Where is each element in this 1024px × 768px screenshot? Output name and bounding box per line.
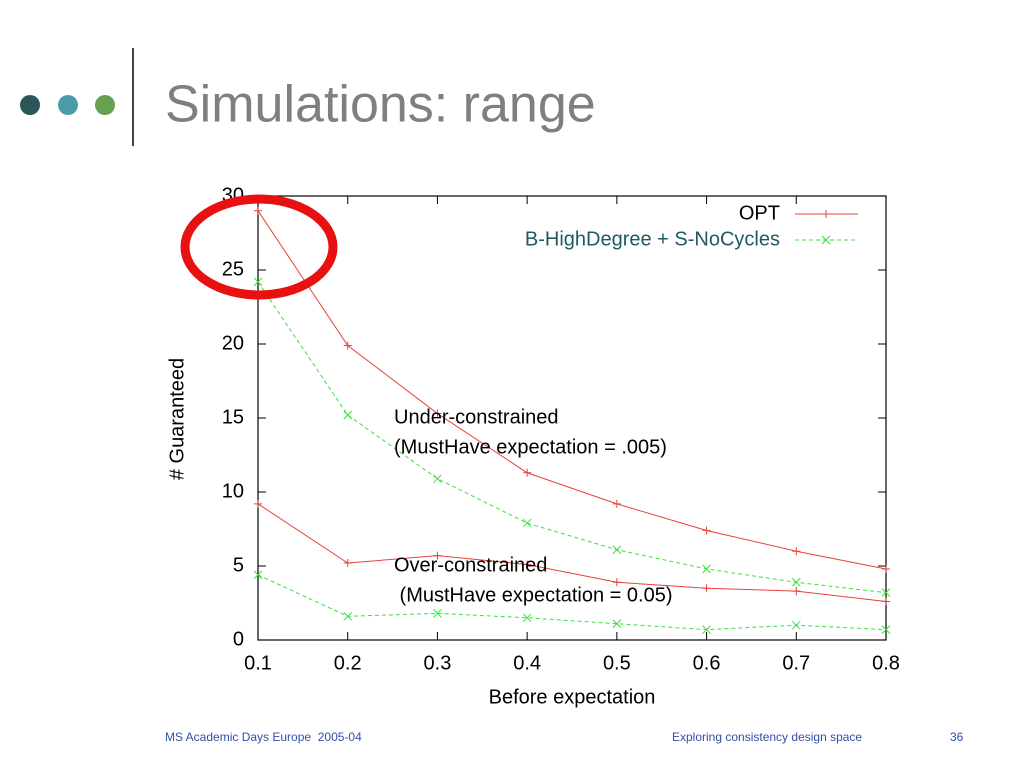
legend-label: B-HighDegree + S-NoCycles <box>525 228 780 250</box>
data-point <box>702 625 711 634</box>
y-tick-label: 10 <box>222 480 244 502</box>
data-point <box>343 611 353 621</box>
data-point <box>791 620 801 630</box>
legend-label: OPT <box>739 202 780 224</box>
annotation: (MustHave expectation = 0.05) <box>394 584 672 606</box>
x-tick-label: 0.8 <box>872 652 900 674</box>
data-point <box>702 564 711 574</box>
x-tick-label: 0.6 <box>693 652 721 674</box>
data-point <box>433 609 442 618</box>
x-axis-label: Before expectation <box>489 686 656 708</box>
y-tick-label: 15 <box>222 406 244 428</box>
footer-left: MS Academic Days Europe 2005-04 <box>165 730 362 744</box>
series-line <box>257 503 887 603</box>
y-tick-label: 20 <box>222 332 244 354</box>
data-point <box>612 578 621 587</box>
data-point <box>881 625 891 634</box>
series-line <box>257 210 887 570</box>
annotation: Over-constrained <box>394 554 547 576</box>
annotation: Under-constrained <box>394 406 559 428</box>
data-point <box>343 559 352 568</box>
y-tick-label: 25 <box>222 258 244 280</box>
x-tick-label: 0.4 <box>513 652 541 674</box>
data-point <box>791 577 801 587</box>
annotation: (MustHave expectation = .005) <box>394 436 667 458</box>
data-point <box>881 588 891 597</box>
bullet-dot <box>58 95 78 115</box>
data-point <box>253 277 263 287</box>
y-axis-label: # Guaranteed <box>166 358 188 480</box>
page-number: 36 <box>950 730 964 744</box>
data-point <box>522 518 532 528</box>
highlight-circle <box>180 194 338 300</box>
x-tick-label: 0.5 <box>603 652 631 674</box>
x-tick-label: 0.3 <box>424 652 452 674</box>
y-tick-label: 5 <box>233 554 244 576</box>
series-line <box>257 574 887 631</box>
data-point <box>254 499 262 508</box>
x-tick-label: 0.7 <box>782 652 810 674</box>
x-tick-label: 0.1 <box>244 652 272 674</box>
footer-center: Exploring consistency design space <box>672 730 862 744</box>
data-point <box>254 206 262 215</box>
legend-marker <box>822 210 830 218</box>
data-point <box>612 619 622 629</box>
x-tick-label: 0.2 <box>334 652 362 674</box>
legend-marker <box>821 235 831 245</box>
data-point <box>792 587 801 596</box>
data-point <box>882 564 890 573</box>
data-point <box>343 341 352 350</box>
series-line <box>257 281 887 594</box>
bullet-dot <box>95 95 115 115</box>
data-point <box>792 547 801 556</box>
data-point <box>882 597 890 606</box>
bullet-dot <box>20 95 40 115</box>
data-point <box>433 551 442 560</box>
data-point <box>523 468 532 477</box>
y-tick-label: 0 <box>233 628 244 650</box>
data-point <box>702 526 711 535</box>
data-point <box>253 570 263 580</box>
data-point <box>522 613 532 623</box>
data-point <box>612 545 622 555</box>
data-point <box>433 474 442 484</box>
data-point <box>523 560 532 569</box>
data-point <box>343 410 353 420</box>
slide-title: Simulations: range <box>165 76 596 134</box>
data-point <box>612 499 621 508</box>
data-point <box>702 584 711 593</box>
data-point <box>433 409 442 418</box>
